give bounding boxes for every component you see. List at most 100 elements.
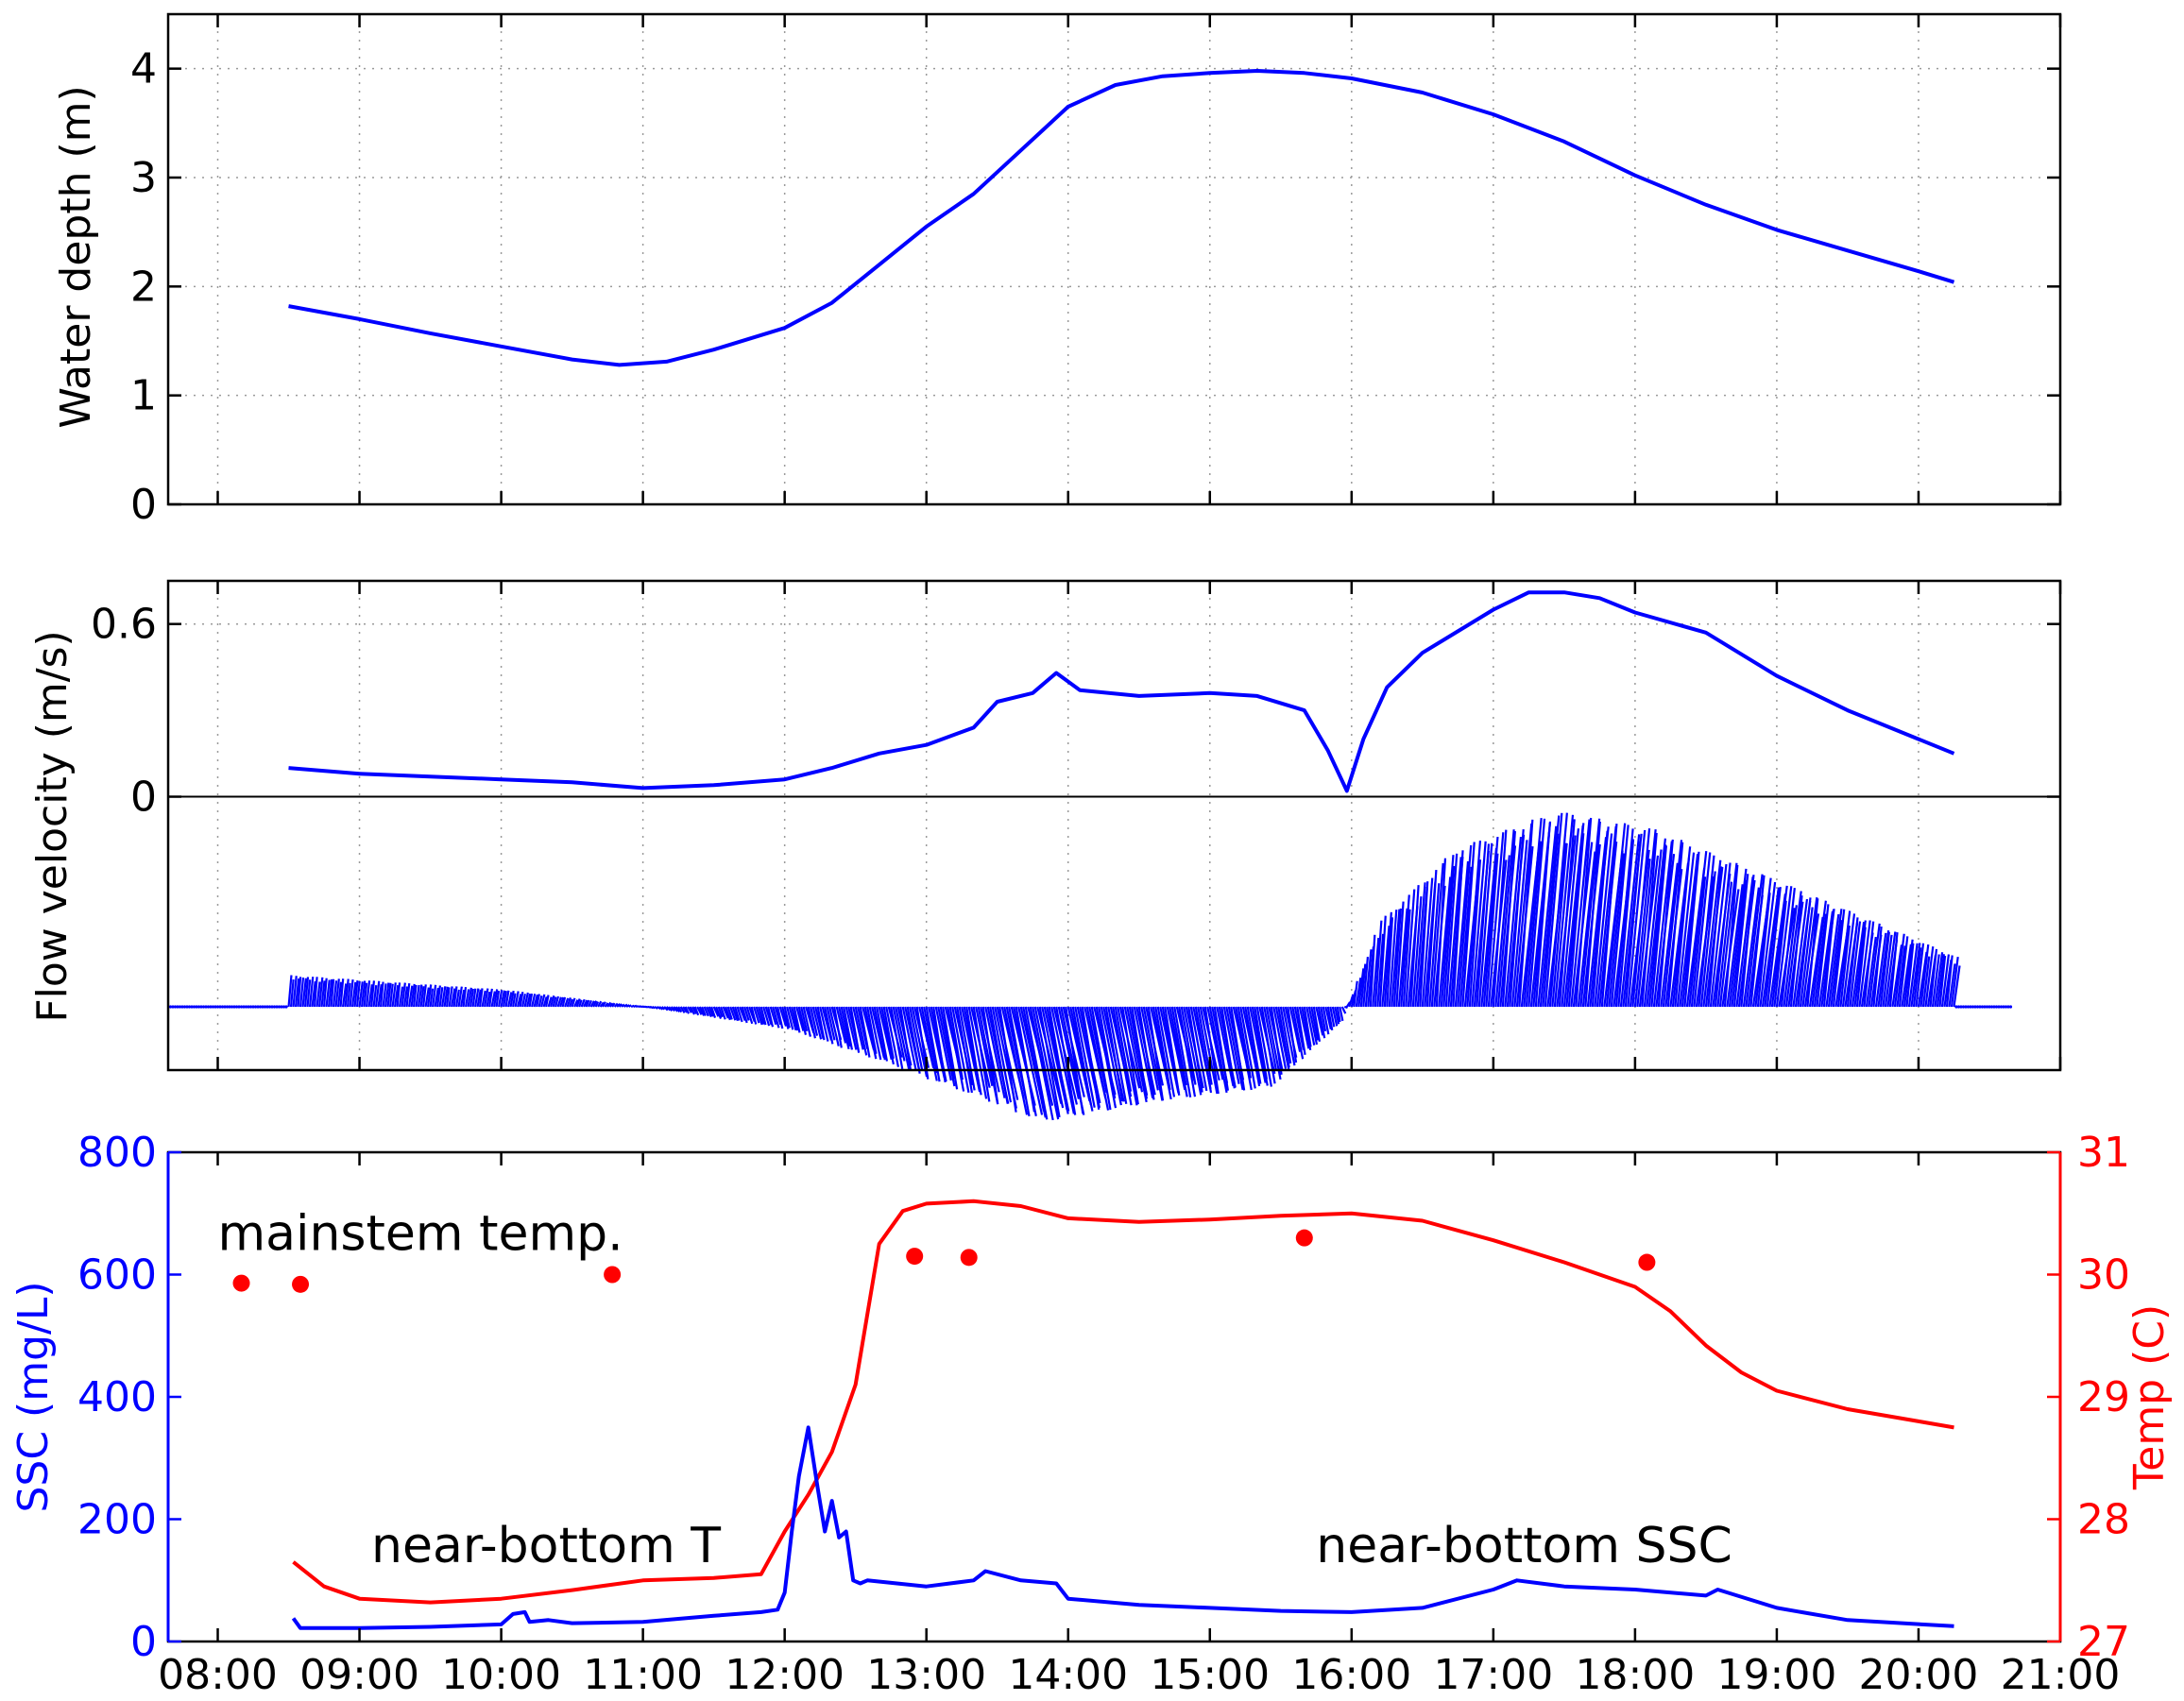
stick-line: [533, 994, 538, 1008]
stick-line: [1662, 840, 1683, 1008]
stick-line: [1832, 909, 1846, 1008]
stick-line: [1811, 900, 1827, 1008]
stick-line: [778, 1006, 788, 1027]
stick-line: [1813, 913, 1828, 1008]
stick-line: [1180, 1006, 1197, 1085]
stick-line: [670, 1006, 676, 1012]
stick-line: [545, 995, 550, 1008]
stick-line: [1121, 1006, 1139, 1105]
ssc-ylabel: SSC (mg/L): [9, 1281, 58, 1512]
stick-line: [1849, 921, 1862, 1008]
stick-line: [1208, 1006, 1228, 1094]
stick-line: [1732, 874, 1749, 1008]
stick-line: [1307, 1006, 1319, 1046]
stick-line: [379, 981, 384, 1008]
stick-line: [1117, 1006, 1138, 1106]
stick-line: [424, 987, 430, 1008]
stick-line: [317, 977, 324, 1008]
stick-line: [1591, 830, 1609, 1008]
stick-line: [819, 1006, 829, 1042]
stick-line: [1494, 855, 1510, 1008]
stick-line: [1461, 842, 1476, 1008]
stick-line: [481, 990, 486, 1008]
stick-line: [1808, 916, 1824, 1008]
stick-line: [1362, 957, 1370, 1008]
stick-line: [1265, 1006, 1282, 1080]
stick-dot: [187, 1005, 192, 1009]
stick-line: [1334, 1006, 1340, 1025]
stick-line: [1728, 868, 1748, 1008]
stick-line: [382, 983, 387, 1008]
stick-line: [435, 985, 442, 1008]
water-depth-ticks: 0 1 2 3 4: [130, 14, 2062, 529]
stick-line: [1203, 1006, 1220, 1095]
flow-velocity-panel: 00.6 Flow velocity (m/s): [28, 579, 2062, 1121]
stick-line: [706, 1006, 712, 1018]
stick-line: [1893, 933, 1905, 1008]
stick-line: [473, 988, 480, 1008]
stick-line: [1098, 1006, 1117, 1099]
stick-line: [1492, 829, 1508, 1008]
stick-line: [1485, 853, 1499, 1008]
stick-line: [845, 1006, 858, 1050]
stick-line: [1544, 812, 1563, 1008]
stick-line: [958, 1006, 976, 1091]
stick-line: [810, 1006, 819, 1036]
stick-line: [750, 1006, 758, 1025]
stick-line: [419, 986, 425, 1008]
stick-line: [367, 984, 373, 1008]
stick-line: [374, 980, 381, 1008]
stick-line: [1780, 888, 1796, 1008]
stick-line: [1945, 955, 1954, 1008]
stick-line: [1381, 926, 1391, 1008]
stick-dot: [234, 1005, 239, 1009]
temp-tick-label-30: 30: [2077, 1251, 2130, 1300]
temp-tick-label-31: 31: [2077, 1129, 2130, 1177]
stick-line: [332, 980, 338, 1008]
stick-line: [346, 982, 351, 1008]
stick-line: [1931, 954, 1940, 1008]
stick-line: [388, 983, 394, 1008]
stick-line: [937, 1006, 956, 1087]
stick-line: [1024, 1006, 1049, 1120]
near-bottom-temp-series-line: [292, 1199, 1954, 1605]
stick-line: [401, 982, 406, 1008]
flow-velocity-grid: [168, 581, 2061, 1070]
stick-line: [1324, 1006, 1332, 1030]
stick-line: [1792, 898, 1809, 1008]
stick-line: [1879, 931, 1890, 1008]
stick-line: [1414, 882, 1426, 1008]
stick-line: [1940, 954, 1951, 1008]
stick-line: [786, 1006, 794, 1030]
stick-line: [599, 1001, 605, 1008]
stick-line: [521, 994, 526, 1008]
stick-line: [1874, 932, 1887, 1008]
stick-line: [691, 1006, 698, 1014]
stick-line: [339, 978, 345, 1008]
stick-line: [1100, 1006, 1122, 1106]
stick-line: [487, 988, 493, 1008]
x-tick-label-1800: 18:00: [1575, 1651, 1695, 1699]
stick-line: [1065, 1006, 1084, 1114]
stick-line: [384, 982, 390, 1008]
stick-line: [984, 1006, 1006, 1098]
stick-line: [1731, 879, 1748, 1008]
stick-line: [1817, 910, 1834, 1008]
stick-line: [1901, 944, 1913, 1008]
stick-line: [1272, 1006, 1288, 1069]
stick-line: [320, 980, 326, 1008]
stick-line: [781, 1006, 790, 1029]
stick-line: [415, 984, 420, 1008]
stick-line: [849, 1006, 861, 1053]
stick-line: [726, 1006, 733, 1020]
stick-dot: [284, 1005, 288, 1009]
stick-line: [824, 1006, 834, 1045]
stick-line: [965, 1006, 981, 1091]
stick-line: [1907, 943, 1919, 1008]
stick-line: [1841, 913, 1856, 1008]
stick-line: [1476, 843, 1491, 1008]
stick-line: [769, 1006, 777, 1026]
stick-dot: [1954, 1005, 1958, 1009]
stick-line: [1466, 841, 1482, 1008]
stick-line: [564, 997, 570, 1008]
